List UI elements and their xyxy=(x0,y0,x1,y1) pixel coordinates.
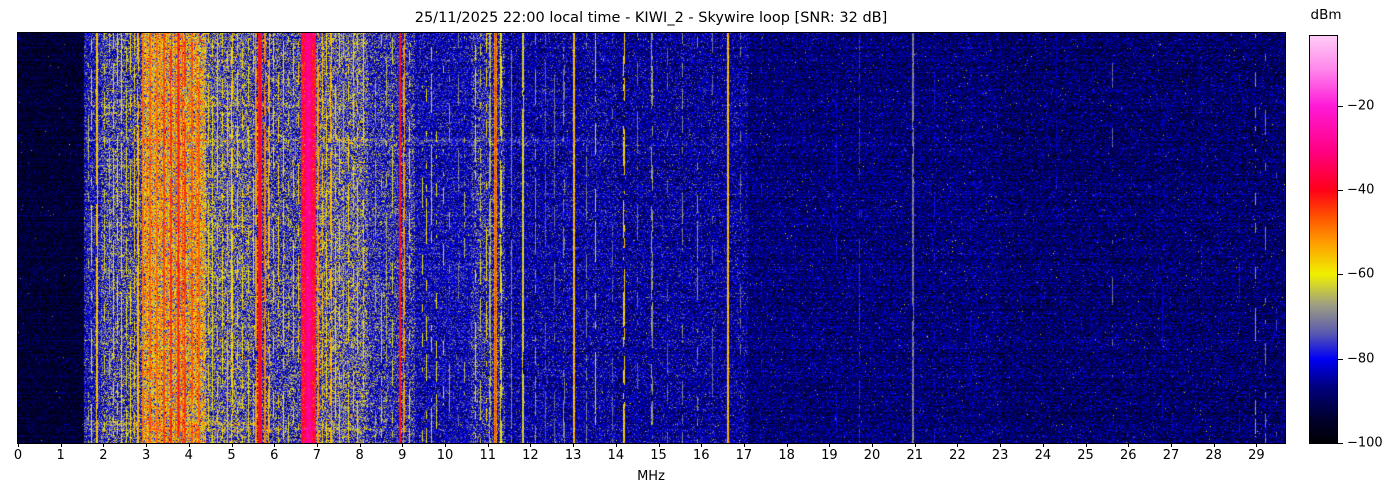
colorbar-tick-mark xyxy=(1338,358,1343,360)
colorbar-tick-label: −60 xyxy=(1347,266,1375,282)
x-tick-mark xyxy=(615,443,617,447)
x-tick-label: 15 xyxy=(650,448,667,463)
x-tick-mark xyxy=(103,443,105,447)
x-tick-mark xyxy=(1213,443,1215,447)
colorbar-tick-label: −80 xyxy=(1347,351,1375,367)
x-tick-label: 26 xyxy=(1119,448,1137,463)
colorbar xyxy=(1309,35,1338,444)
x-tick-mark xyxy=(445,443,447,447)
x-tick-label: 16 xyxy=(692,448,710,463)
x-tick-label: 22 xyxy=(949,448,966,463)
x-tick-label: 4 xyxy=(184,448,193,463)
x-tick-mark xyxy=(359,443,361,447)
x-tick-label: 18 xyxy=(778,448,795,463)
x-tick-mark xyxy=(402,443,404,447)
x-tick-label: 12 xyxy=(522,448,539,463)
x-tick-mark xyxy=(1085,443,1087,447)
x-tick-label: 24 xyxy=(1034,448,1052,463)
x-tick-label: 13 xyxy=(564,448,582,463)
colorbar-tick-label: −100 xyxy=(1347,435,1383,451)
x-tick-label: 25 xyxy=(1077,448,1094,463)
x-tick-mark xyxy=(316,443,318,447)
x-tick-mark xyxy=(701,443,703,447)
colorbar-tick-label: −40 xyxy=(1347,182,1375,198)
x-tick-label: 0 xyxy=(13,448,23,463)
x-tick-label: 1 xyxy=(56,448,65,463)
colorbar-tick-mark xyxy=(1338,105,1343,107)
x-tick-mark xyxy=(231,443,233,447)
x-tick-mark xyxy=(146,443,148,447)
x-tick-label: 11 xyxy=(479,448,496,463)
x-tick-mark xyxy=(1256,443,1258,447)
colorbar-label: dBm xyxy=(1310,7,1342,23)
x-tick-mark xyxy=(829,443,831,447)
x-tick-label: 8 xyxy=(355,448,364,463)
x-tick-mark xyxy=(487,443,489,447)
x-tick-label: 14 xyxy=(607,448,625,463)
x-tick-mark xyxy=(872,443,874,447)
x-tick-label: 9 xyxy=(398,448,407,463)
colorbar-gradient xyxy=(1310,36,1337,443)
x-tick-mark xyxy=(914,443,916,447)
x-tick-label: 21 xyxy=(906,448,924,463)
x-tick-label: 5 xyxy=(227,448,236,463)
x-tick-mark xyxy=(188,443,190,447)
x-tick-label: 6 xyxy=(270,448,279,463)
x-tick-mark xyxy=(658,443,660,447)
x-tick-label: 7 xyxy=(312,448,322,463)
spectrogram-plot xyxy=(17,32,1286,444)
x-axis-label: MHz xyxy=(637,469,665,484)
x-tick-label: 3 xyxy=(141,448,151,463)
x-tick-mark xyxy=(1128,443,1130,447)
x-tick-mark xyxy=(786,443,788,447)
x-tick-label: 29 xyxy=(1248,448,1265,463)
x-tick-mark xyxy=(1170,443,1172,447)
colorbar-tick-mark xyxy=(1338,443,1343,444)
x-tick-label: 27 xyxy=(1162,448,1180,463)
x-tick-label: 28 xyxy=(1205,448,1222,463)
x-tick-label: 19 xyxy=(821,448,838,463)
x-tick-mark xyxy=(530,443,532,447)
colorbar-tick-mark xyxy=(1338,274,1343,276)
chart-title: 25/11/2025 22:00 local time - KIWI_2 - S… xyxy=(414,10,888,26)
x-tick-mark xyxy=(18,443,19,447)
x-tick-mark xyxy=(274,443,276,447)
x-tick-mark xyxy=(743,443,745,447)
x-tick-mark xyxy=(1000,443,1002,447)
spectrogram-canvas xyxy=(18,33,1285,443)
x-tick-label: 2 xyxy=(99,448,108,463)
x-tick-label: 10 xyxy=(436,448,454,463)
x-tick-label: 17 xyxy=(735,448,753,463)
x-tick-label: 23 xyxy=(991,448,1009,463)
x-tick-mark xyxy=(957,443,959,447)
x-tick-mark xyxy=(573,443,575,447)
x-tick-mark xyxy=(1042,443,1044,447)
colorbar-tick-mark xyxy=(1338,190,1343,192)
x-tick-label: 20 xyxy=(863,448,881,463)
x-tick-mark xyxy=(60,443,62,447)
colorbar-tick-label: −20 xyxy=(1347,98,1375,114)
